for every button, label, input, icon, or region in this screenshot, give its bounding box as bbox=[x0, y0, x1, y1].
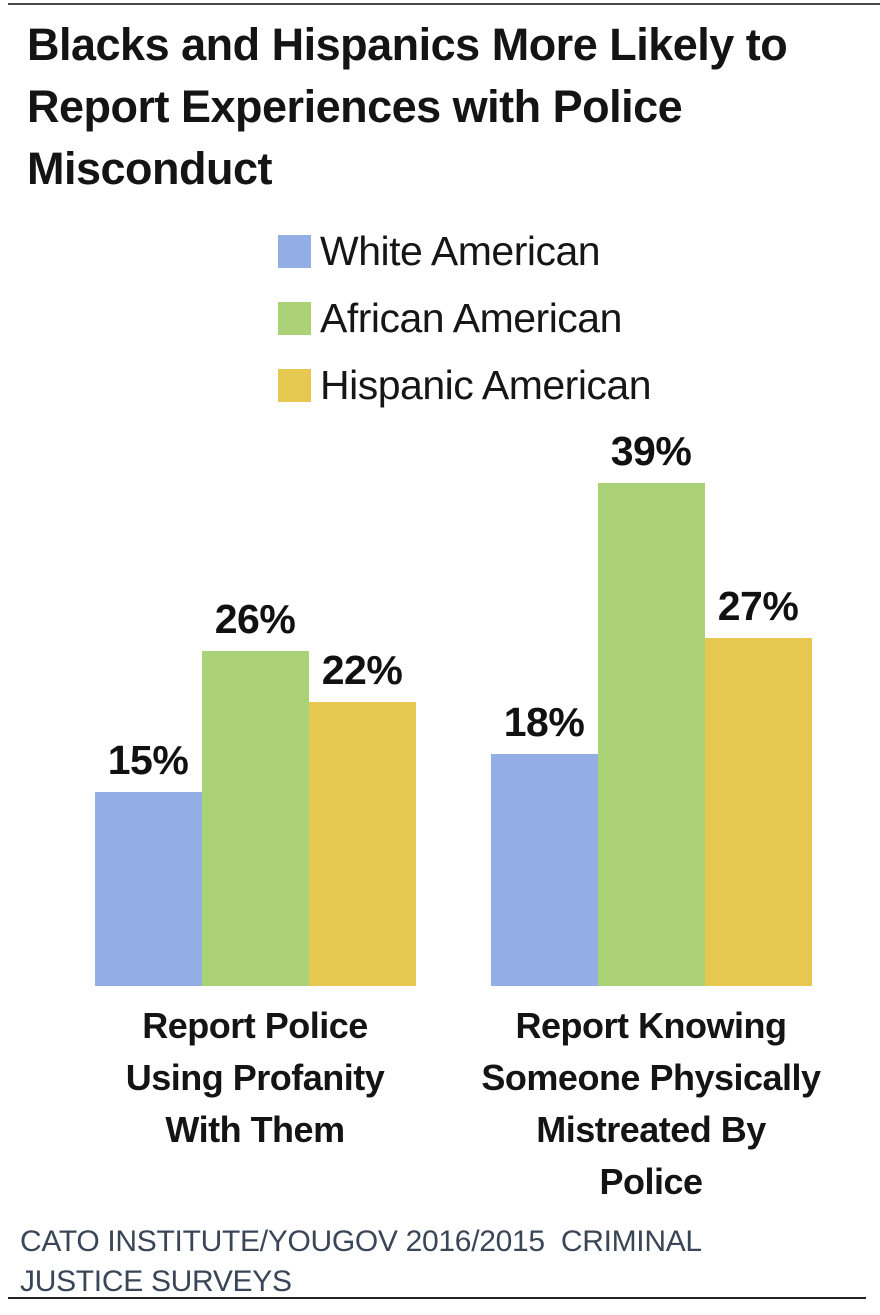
bar-slot: 27% bbox=[704, 426, 812, 986]
chart-title: Blacks and Hispanics More Likely to Repo… bbox=[27, 19, 788, 194]
legend-label: African American bbox=[320, 295, 622, 341]
legend: White American African American Hispanic A… bbox=[278, 218, 652, 419]
bar-row: 15% 26% 22% bbox=[60, 426, 450, 986]
category-label: Report Police Using Profanity With Them bbox=[125, 1005, 385, 1150]
bar bbox=[308, 702, 416, 986]
category-label: Report Knowing Someone Physically Mistre… bbox=[481, 1005, 821, 1202]
bar-value-label: 15% bbox=[107, 737, 189, 783]
bar-chart: 15% 26% 22% Report Police Using Profanity W… bbox=[0, 426, 880, 1202]
bar-value-label: 22% bbox=[321, 647, 403, 693]
bar-slot: 15% bbox=[94, 426, 202, 986]
bar-value-label: 26% bbox=[214, 596, 296, 642]
bar-value-label: 18% bbox=[503, 699, 585, 745]
bar-value-label: 39% bbox=[610, 428, 692, 474]
legend-swatch bbox=[278, 235, 311, 268]
bar bbox=[201, 651, 309, 986]
bar bbox=[704, 638, 812, 986]
legend-label: Hispanic American bbox=[320, 362, 652, 408]
bar bbox=[490, 754, 598, 986]
source-note: CATO INSTITUTE/YOUGOV 2016/2015 CRIMINAL… bbox=[20, 1225, 702, 1298]
bar-slot: 18% bbox=[490, 426, 598, 986]
legend-swatch bbox=[278, 302, 311, 335]
bar bbox=[94, 792, 202, 986]
bar-slot: 26% bbox=[201, 426, 309, 986]
bottom-rule bbox=[8, 1297, 866, 1299]
legend-item: Hispanic American bbox=[278, 352, 652, 419]
legend-swatch bbox=[278, 369, 311, 402]
bar-slot: 39% bbox=[597, 426, 705, 986]
top-rule bbox=[8, 3, 880, 5]
bar-slot: 22% bbox=[308, 426, 416, 986]
bar-value-label: 27% bbox=[717, 583, 799, 629]
bar bbox=[597, 483, 705, 986]
legend-label: White American bbox=[320, 228, 601, 274]
legend-item: White American bbox=[278, 218, 651, 285]
legend-item: African American bbox=[278, 285, 651, 352]
bar-row: 18% 39% 27% bbox=[456, 426, 846, 986]
bar-group: 15% 26% 22% Report Police Using Profanity W… bbox=[60, 426, 450, 1150]
bar-group: 18% 39% 27% Report Knowing Someone Physical… bbox=[456, 426, 846, 1202]
